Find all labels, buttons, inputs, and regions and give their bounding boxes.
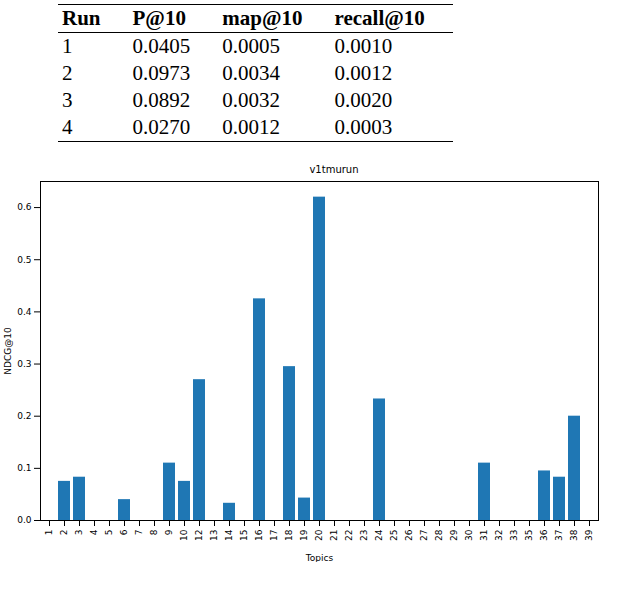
svg-text:29: 29 — [449, 529, 459, 541]
svg-text:38: 38 — [569, 529, 579, 541]
html-text:0.0973: 0.0973 — [132, 61, 191, 85]
svg-text:0.6: 0.6 — [17, 202, 32, 212]
svg-text:0.2: 0.2 — [17, 411, 31, 421]
svg-text:0.3: 0.3 — [17, 359, 31, 369]
html-text:P@10: P@10 — [132, 6, 186, 30]
html-text:0.0010: 0.0010 — [334, 34, 393, 58]
svg-text:13: 13 — [209, 530, 219, 541]
svg-text:6: 6 — [119, 529, 129, 535]
html-text:0.0020: 0.0020 — [334, 88, 393, 112]
svg-text:36: 36 — [539, 529, 549, 541]
html-text:map@10: map@10 — [222, 6, 303, 30]
svg-text:26: 26 — [404, 529, 414, 541]
html-text:0.0405: 0.0405 — [132, 34, 191, 58]
svg-text:35: 35 — [524, 530, 534, 541]
svg-text:23: 23 — [359, 530, 369, 541]
svg-text:9: 9 — [164, 529, 174, 535]
svg-text:37: 37 — [554, 530, 564, 541]
html-text:0.0892: 0.0892 — [132, 88, 191, 112]
html-text:0.0003: 0.0003 — [334, 115, 393, 139]
svg-text:39: 39 — [584, 529, 594, 541]
html-text:Run: Run — [62, 6, 101, 30]
svg-text:0.1: 0.1 — [17, 463, 31, 473]
html-text:v1tmurun: v1tmurun — [309, 164, 359, 175]
html-text:0.0005: 0.0005 — [222, 34, 280, 58]
svg-text:2: 2 — [59, 530, 69, 536]
svg-text:24: 24 — [374, 529, 384, 541]
svg-text:3: 3 — [74, 530, 84, 536]
html-text:0.0032: 0.0032 — [222, 88, 280, 112]
svg-text:30: 30 — [464, 529, 474, 541]
svg-text:19: 19 — [299, 529, 309, 541]
svg-text:14: 14 — [224, 529, 234, 541]
svg-text:0.5: 0.5 — [17, 255, 31, 265]
html-text:0.0012: 0.0012 — [222, 115, 280, 139]
svg-text:27: 27 — [419, 530, 429, 541]
svg-text:4: 4 — [89, 529, 99, 535]
svg-text:1: 1 — [44, 530, 54, 536]
svg-text:NDCG@10: NDCG@10 — [3, 327, 13, 375]
svg-text:33: 33 — [509, 530, 519, 541]
svg-text:15: 15 — [239, 530, 249, 541]
svg-text:31: 31 — [479, 530, 489, 541]
html-text:0.0034: 0.0034 — [222, 61, 280, 85]
svg-text:8: 8 — [149, 529, 159, 535]
svg-text:17: 17 — [269, 530, 279, 541]
svg-text:10: 10 — [179, 529, 189, 541]
html-text:0.0270: 0.0270 — [132, 115, 191, 139]
html-text:1: 1 — [62, 34, 73, 58]
svg-text:Topics: Topics — [305, 553, 334, 563]
html-text:2: 2 — [62, 61, 73, 85]
svg-text:20: 20 — [314, 529, 324, 541]
svg-text:25: 25 — [389, 530, 399, 541]
html-text:3: 3 — [62, 88, 73, 112]
html-text:4: 4 — [62, 115, 73, 139]
svg-text:16: 16 — [254, 529, 264, 541]
svg-text:5: 5 — [104, 530, 114, 536]
html-text:0.0012: 0.0012 — [334, 61, 393, 85]
html-text:recall@10: recall@10 — [334, 6, 425, 30]
svg-text:0.0: 0.0 — [17, 515, 32, 525]
svg-text:32: 32 — [494, 530, 504, 541]
svg-text:18: 18 — [284, 529, 294, 541]
svg-text:12: 12 — [194, 530, 204, 541]
svg-text:28: 28 — [434, 529, 444, 541]
svg-text:21: 21 — [329, 530, 339, 541]
svg-text:7: 7 — [134, 530, 144, 536]
svg-text:22: 22 — [344, 530, 354, 541]
svg-text:0.4: 0.4 — [17, 307, 32, 317]
